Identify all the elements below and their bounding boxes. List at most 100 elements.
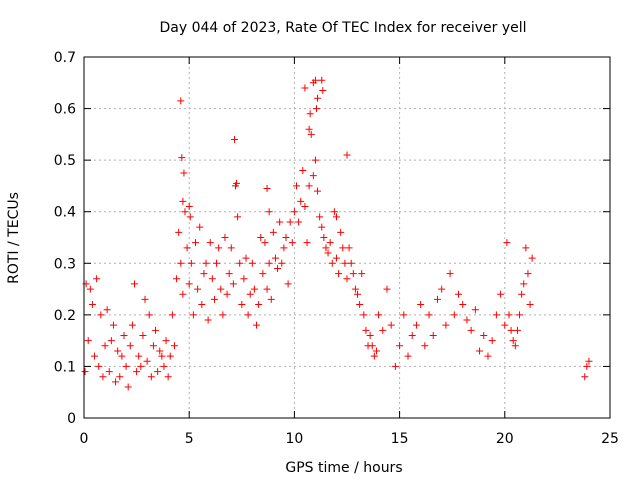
data-point (507, 326, 515, 334)
data-point (335, 270, 343, 278)
data-point (120, 331, 128, 339)
data-point (354, 290, 362, 298)
data-point (319, 87, 327, 95)
data-point (84, 337, 92, 345)
y-tick-label: 0.6 (54, 102, 76, 118)
data-point (152, 326, 160, 334)
data-point (311, 76, 319, 84)
y-tick-label: 0.1 (54, 359, 76, 375)
data-point (259, 270, 267, 278)
data-point (492, 311, 500, 319)
data-point (263, 285, 271, 293)
data-point (305, 125, 313, 133)
data-point (360, 311, 368, 319)
data-point (341, 259, 349, 267)
data-point (297, 197, 305, 205)
data-point (181, 208, 189, 216)
data-point (215, 244, 223, 252)
data-point (526, 301, 534, 309)
data-point (200, 270, 208, 278)
data-point (320, 234, 328, 241)
data-point (267, 295, 275, 303)
data-point (255, 301, 263, 309)
data-point (238, 301, 246, 309)
x-tick-label: 20 (496, 431, 514, 447)
data-point (528, 254, 536, 262)
data-point (339, 244, 347, 252)
data-point (351, 285, 359, 293)
data-point (221, 234, 229, 241)
data-point (124, 383, 132, 391)
data-point (404, 352, 412, 360)
data-point (276, 218, 284, 226)
chart-title: Day 044 of 2023, Rate Of TEC Index for r… (159, 20, 526, 36)
data-point (223, 290, 231, 298)
data-point (116, 373, 124, 381)
data-point (396, 342, 404, 350)
data-point (202, 259, 210, 267)
data-point (253, 321, 261, 329)
data-point (421, 342, 429, 350)
x-axis-label: GPS time / hours (285, 460, 402, 476)
data-point (307, 130, 315, 138)
gridlines (84, 57, 610, 418)
data-point (271, 254, 279, 262)
data-point (314, 187, 322, 195)
data-point (269, 228, 277, 236)
data-point (358, 270, 366, 278)
data-point (107, 337, 115, 345)
data-point (263, 185, 271, 193)
data-point (213, 259, 221, 267)
data-point (149, 342, 157, 350)
data-point (484, 352, 492, 360)
data-point (265, 208, 273, 216)
data-point (177, 259, 185, 267)
y-tick-label: 0 (67, 411, 76, 427)
x-tick-label: 10 (285, 431, 303, 447)
data-point (312, 105, 320, 113)
data-point (88, 301, 96, 309)
data-point (81, 368, 89, 376)
data-point (126, 342, 134, 350)
data-point (318, 223, 326, 231)
data-points (81, 76, 593, 391)
data-point (168, 311, 176, 319)
data-point (524, 270, 532, 278)
data-point (194, 285, 202, 293)
data-point (306, 110, 314, 118)
data-point (372, 347, 380, 355)
data-point (130, 280, 138, 288)
data-point (180, 169, 188, 177)
y-tick-label: 0.2 (54, 308, 76, 324)
data-point (246, 290, 254, 298)
data-point (230, 136, 238, 144)
data-point (234, 213, 242, 221)
data-point (217, 285, 225, 293)
data-point (248, 259, 256, 267)
data-point (114, 347, 122, 355)
data-point (288, 239, 296, 247)
data-point (425, 311, 433, 319)
plot-frame (83, 56, 611, 419)
data-point (391, 362, 399, 370)
data-point (522, 244, 530, 252)
data-point (143, 357, 151, 365)
data-point (242, 254, 250, 262)
data-point (274, 264, 282, 272)
data-point (244, 311, 252, 319)
data-point (322, 244, 330, 252)
data-point (204, 316, 212, 324)
data-point (187, 259, 195, 267)
data-point (185, 203, 193, 211)
data-point (488, 337, 496, 345)
data-point (147, 373, 155, 381)
data-point (240, 275, 248, 283)
data-point (229, 280, 237, 288)
data-point (450, 311, 458, 319)
data-point (303, 239, 311, 247)
data-point (186, 213, 194, 221)
data-point (135, 352, 143, 360)
data-point (177, 97, 185, 105)
data-point (133, 368, 141, 376)
data-point (330, 208, 338, 216)
